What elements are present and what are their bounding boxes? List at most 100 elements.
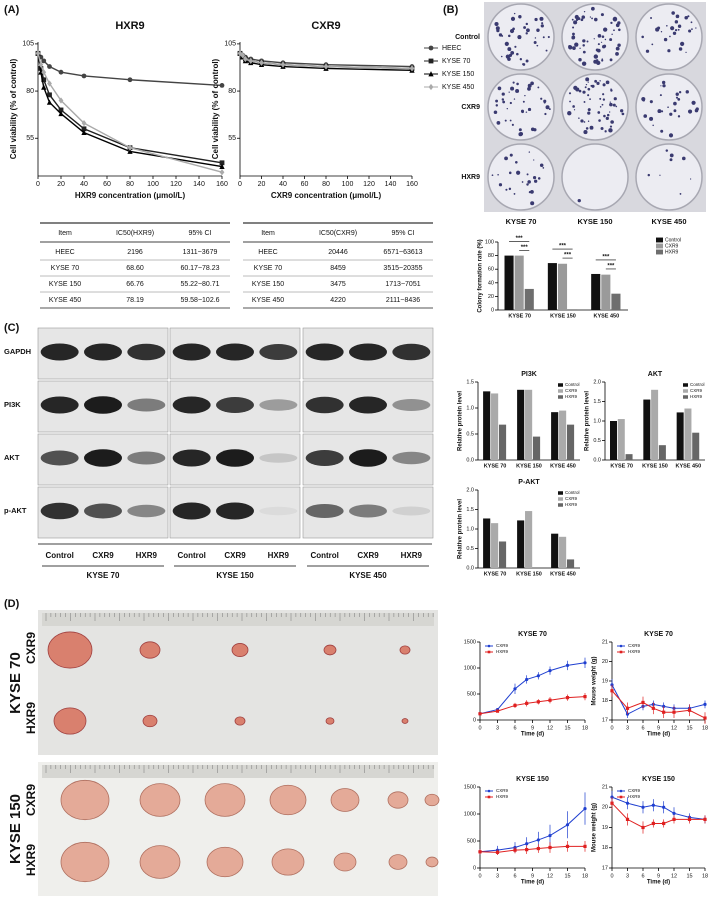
x-tick-label: 140 [385, 181, 397, 188]
data-point [610, 801, 614, 805]
y-tick-label: 0.5 [466, 431, 474, 437]
x-tick-label: 6 [641, 725, 644, 731]
table-cell: 60.17~78.23 [180, 265, 219, 272]
colony [518, 15, 522, 19]
panel-label: (A) [4, 4, 20, 16]
bar [568, 309, 578, 310]
data-point [625, 817, 630, 821]
panel-label: (C) [4, 322, 20, 334]
x-tick-label: 0 [478, 725, 481, 731]
colony [615, 46, 620, 51]
colony [666, 25, 668, 27]
data-point [41, 58, 47, 64]
blot-band [305, 343, 344, 361]
blot-row-label: GAPDH [4, 347, 31, 356]
colony [571, 18, 574, 21]
y-tick-label: 21 [602, 784, 608, 790]
colony [504, 156, 508, 161]
data-point [58, 69, 64, 75]
colony [533, 179, 538, 183]
tumor [60, 779, 110, 821]
colony [600, 13, 604, 17]
colony [677, 24, 682, 28]
colony [649, 100, 653, 104]
colony [582, 90, 586, 94]
colony [587, 87, 591, 91]
table-cell: KYSE 150 [252, 281, 284, 288]
x-tick-label: 12 [547, 725, 553, 731]
colony [508, 34, 511, 38]
tumor [325, 717, 335, 725]
data-point [81, 73, 87, 79]
colony [527, 107, 532, 112]
blot-band [349, 504, 387, 518]
series-line [611, 690, 706, 719]
colony [514, 45, 517, 48]
legend-label: HXR9 [628, 649, 641, 654]
data-point [47, 64, 52, 69]
y-tick-label: 105 [22, 41, 34, 48]
colony [659, 94, 662, 97]
blot-band [259, 506, 298, 516]
y-tick-label: 0.0 [466, 457, 474, 463]
data-point [478, 712, 482, 716]
data-point [672, 710, 676, 714]
colony [580, 119, 584, 123]
x-tick-label: KYSE 70 [484, 463, 507, 469]
x-tick-label: 15 [686, 725, 692, 731]
colony [597, 111, 601, 114]
plate [487, 143, 555, 211]
x-tick-label: 60 [301, 181, 309, 188]
table-cell: KYSE 450 [252, 297, 284, 304]
y-tick-label: 17 [602, 717, 608, 723]
colony [509, 119, 512, 122]
colony [610, 88, 612, 90]
tumor-photo [38, 610, 438, 755]
x-tick-label: 100 [147, 181, 159, 188]
legend-marker [428, 58, 434, 64]
legend-marker [487, 789, 491, 793]
colony [589, 125, 594, 130]
colony [677, 98, 681, 101]
data-point [625, 801, 630, 805]
colony [659, 174, 661, 176]
bar [517, 389, 525, 460]
colony [645, 49, 650, 53]
x-tick-label: 18 [702, 725, 708, 731]
y-tick-label: 2.0 [466, 487, 474, 493]
colony [496, 121, 501, 125]
data-point [651, 706, 655, 710]
colony [509, 28, 515, 34]
y-tick-label: 80 [228, 88, 236, 95]
y-tick-label: 80 [26, 88, 34, 95]
tumor [53, 707, 87, 735]
data-point [219, 163, 225, 169]
x-tick-label: 6 [641, 873, 644, 879]
colony [504, 119, 507, 122]
data-point [548, 669, 552, 673]
colony [621, 112, 625, 116]
data-point [46, 99, 53, 105]
colony [498, 183, 503, 187]
table-cell: 68.60 [126, 265, 144, 272]
colony [510, 50, 515, 55]
tumor [424, 793, 440, 807]
blot-band [40, 450, 79, 466]
colony [601, 58, 604, 60]
blot-band [172, 449, 211, 467]
table-cell: KYSE 150 [49, 281, 81, 288]
plate [487, 73, 555, 141]
data-point [548, 698, 552, 702]
bar [692, 432, 700, 460]
x-tick-label: 0 [610, 873, 613, 879]
colony [536, 28, 540, 32]
bar [658, 445, 666, 460]
table-cell: KYSE 450 [49, 297, 81, 304]
x-tick-label: KYSE 150 [516, 571, 542, 577]
blot-lane-label: Control [310, 551, 338, 560]
x-tick-label: 3 [626, 873, 629, 879]
colony [581, 61, 587, 66]
colony [610, 21, 613, 25]
colony [657, 109, 662, 114]
colony [685, 90, 689, 94]
